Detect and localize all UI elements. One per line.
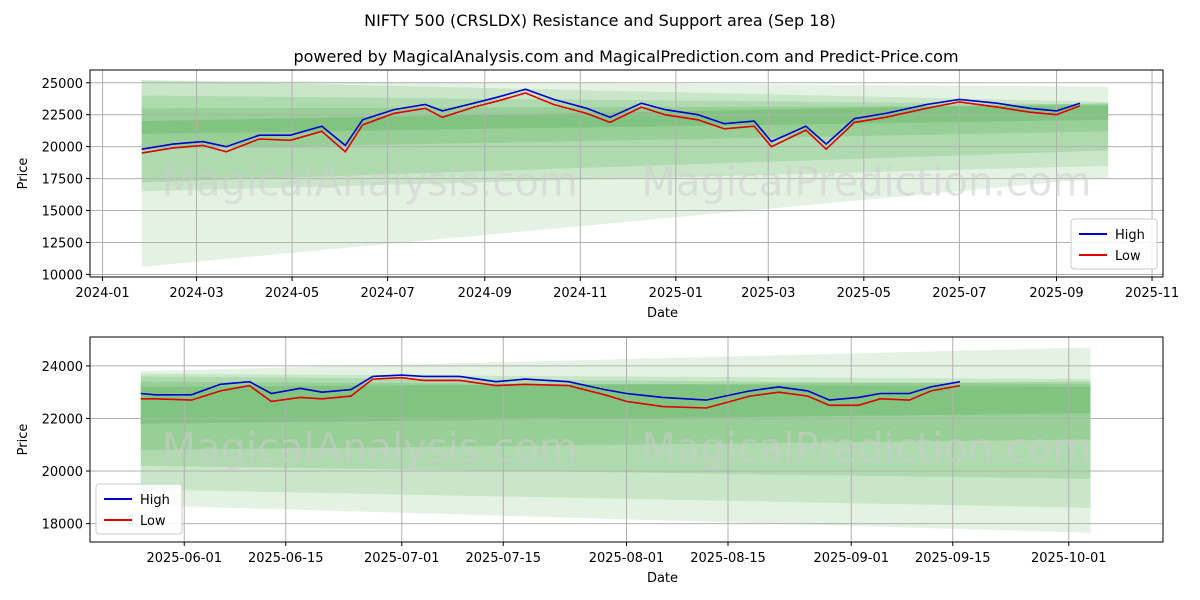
y-tick-label: 15000 [42,205,83,220]
x-tick-label: 2025-05 [837,286,891,301]
support-resistance-band [140,347,1091,533]
legend-label-high: High [140,493,170,508]
series-line-high [140,374,961,401]
x-tick-label: 2025-06-15 [248,551,324,566]
chart-subtitle: powered by MagicalAnalysis.com and Magic… [293,47,958,66]
x-tick-label: 2025-08-15 [690,551,766,566]
x-tick-label: 2024-01 [75,286,129,301]
plot-frame [89,336,1164,543]
plot-frame [89,69,1164,278]
chart-title: NIFTY 500 (CRSLDX) Resistance and Suppor… [364,11,836,30]
x-tick-label: 2024-11 [553,286,607,301]
x-tick-label: 2025-07-15 [465,551,541,566]
x-tick-label: 2025-09-15 [915,551,991,566]
y-tick-label: 18000 [42,518,83,533]
legend-box [95,483,183,535]
legend: High Low [1070,218,1158,270]
x-axis-label: Date [647,571,678,586]
y-tick-label: 20000 [42,465,83,480]
legend-label-low: Low [1115,249,1141,264]
y-tick-label: 22000 [42,412,83,427]
x-tick-label: 2024-03 [169,286,223,301]
y-axis-label: Price [16,158,31,190]
support-resistance-band [140,373,1091,508]
x-tick-label: 2025-07-01 [364,551,440,566]
support-resistance-band [141,80,1109,192]
y-tick-label: 10000 [42,268,83,283]
y-tick-label: 22500 [42,109,83,124]
legend-label-high: High [1115,228,1145,243]
x-tick-label: 2024-05 [265,286,319,301]
x-tick-label: 2025-01 [649,286,703,301]
x-tick-label: 2025-03 [741,286,795,301]
support-resistance-band [140,381,1091,424]
series-line-high [141,88,1081,150]
x-tick-label: 2025-10-01 [1031,551,1107,566]
watermark-text: MagicalAnalysis.com MagicalPrediction.co… [162,160,1092,206]
y-tick-label: 24000 [42,360,83,375]
support-resistance-band [140,376,1091,479]
y-tick-label: 25000 [42,77,83,92]
x-tick-label: 2024-07 [360,286,414,301]
x-tick-label: 2025-09-01 [813,551,889,566]
y-tick-label: 12500 [42,237,83,252]
support-resistance-band [141,103,1109,134]
upper-chart-panel: 2024-01 2024-03 2024-05 2024-07 2024-09 2024-… [16,69,1179,321]
legend-box [1070,218,1158,270]
series-line-low [141,92,1081,154]
series-line-low [140,376,961,409]
support-resistance-band [141,80,1109,267]
y-axis-label: Price [16,424,31,456]
x-tick-label: 2025-11 [1125,286,1179,301]
x-tick-label: 2025-07 [932,286,986,301]
y-tick-label: 17500 [42,173,83,188]
x-tick-label: 2024-09 [458,286,512,301]
legend-label-low: Low [140,514,166,529]
support-resistance-band [140,381,1091,451]
x-tick-label: 2025-06-01 [146,551,222,566]
legend: High Low [95,483,183,535]
x-tick-label: 2025-08-01 [589,551,665,566]
x-axis-label: Date [647,306,678,321]
watermark-text: MagicalAnalysis.com MagicalPrediction.co… [162,426,1092,472]
x-tick-label: 2025-09 [1029,286,1083,301]
lower-chart-panel: 2025-06-01 2025-06-15 2025-07-01 2025-07-15… [16,336,1164,586]
y-tick-label: 20000 [42,141,83,156]
